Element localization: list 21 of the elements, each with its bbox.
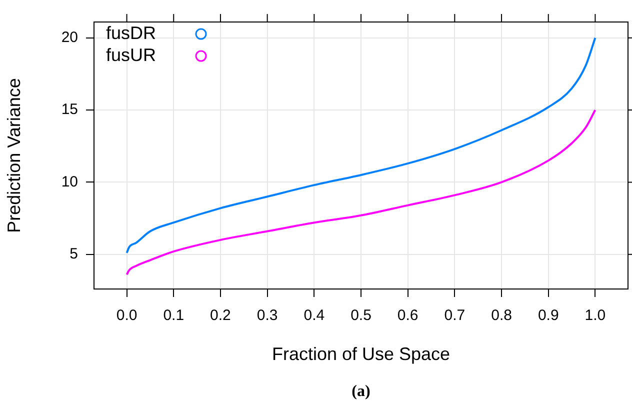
x-tick-label: 0.3 (256, 307, 278, 324)
x-tick-label: 0.4 (304, 307, 325, 324)
x-tick-label: 0.6 (397, 307, 418, 324)
x-tick-label: 0.1 (163, 307, 184, 324)
line-series (126, 109, 596, 276)
x-tick-label: 1.0 (584, 307, 606, 324)
y-tick-label: 20 (61, 29, 78, 46)
y-tick-label: 15 (61, 101, 78, 118)
y-tick-label: 5 (70, 246, 78, 263)
text: (a) (352, 383, 370, 400)
x-axis-title: Fraction of Use Space (272, 344, 450, 364)
x-tick-label: 0.5 (350, 307, 372, 324)
legend-label: fusDR (106, 22, 156, 43)
x-tick-label: 0.7 (444, 307, 466, 324)
x-tick-label: 0.0 (116, 307, 138, 324)
x-tick-label: 0.2 (210, 307, 231, 324)
x-tick-label: 0.8 (491, 307, 512, 324)
legend-label: fusUR (106, 44, 156, 65)
y-tick-label: 10 (61, 173, 78, 190)
x-tick-label: 0.9 (538, 307, 559, 324)
y-axis-title: Prediction Variance (4, 78, 24, 233)
